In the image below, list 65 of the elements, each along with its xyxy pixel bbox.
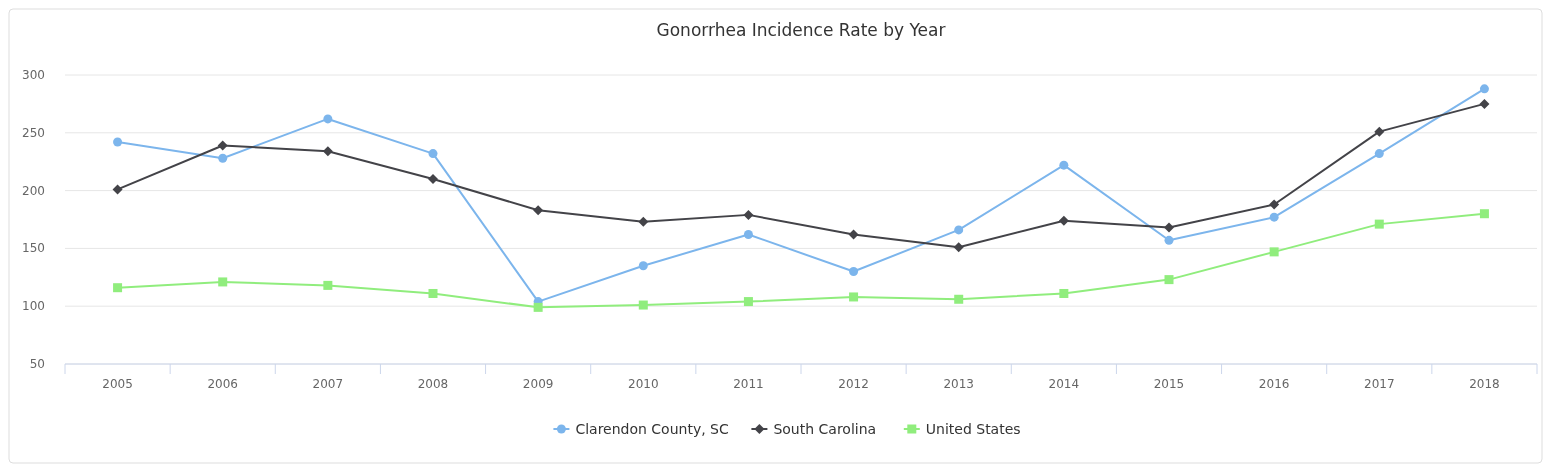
point	[848, 229, 859, 240]
point	[743, 297, 753, 307]
x-tick-label: 2010	[628, 377, 659, 391]
point	[1269, 199, 1280, 210]
point	[1374, 126, 1385, 137]
x-tick-label: 2007	[312, 377, 344, 391]
x-tick-label: 2015	[1153, 377, 1185, 391]
point	[217, 140, 228, 151]
chart-title: Gonorrhea Incidence Rate by Year	[656, 20, 946, 40]
point	[323, 114, 333, 124]
point	[849, 292, 859, 302]
y-tick-label: 200	[22, 183, 45, 198]
point	[1479, 84, 1489, 94]
x-tick-label: 2016	[1258, 377, 1290, 391]
x-tick-label: 2005	[102, 377, 133, 391]
point	[954, 294, 964, 304]
x-tick-label: 2011	[733, 377, 764, 391]
point	[1164, 275, 1174, 285]
point	[1059, 288, 1069, 298]
point	[953, 242, 964, 253]
point	[322, 146, 333, 157]
point	[218, 153, 228, 163]
x-tick-label: 2018	[1469, 377, 1500, 391]
point	[428, 288, 438, 298]
point	[113, 283, 123, 293]
legend-label: South Carolina	[773, 421, 877, 437]
x-tick-label: 2013	[943, 377, 974, 391]
y-tick-label: 250	[22, 125, 45, 140]
point	[218, 277, 228, 287]
point	[743, 209, 754, 220]
point	[638, 216, 649, 227]
point	[1269, 212, 1279, 222]
point	[533, 205, 544, 216]
point	[743, 230, 753, 240]
x-tick-label: 2009	[522, 377, 554, 391]
point	[638, 261, 648, 271]
y-tick-label: 150	[22, 241, 45, 256]
point	[1164, 222, 1174, 233]
point	[1164, 235, 1174, 245]
point	[1374, 149, 1384, 159]
x-tick-label: 2008	[417, 377, 449, 391]
point	[1058, 215, 1069, 226]
point	[1479, 209, 1489, 219]
x-tick-label: 2017	[1364, 377, 1395, 391]
point	[428, 149, 438, 159]
point	[323, 280, 333, 290]
point	[113, 137, 123, 147]
x-tick-label: 2012	[838, 377, 869, 391]
point	[849, 267, 859, 277]
point	[1059, 160, 1069, 170]
y-tick-label: 300	[22, 68, 45, 82]
point	[954, 225, 964, 235]
point	[112, 184, 123, 195]
x-tick-label: 2014	[1048, 377, 1080, 391]
point	[533, 302, 543, 312]
point	[638, 300, 648, 310]
y-tick-label: 50	[29, 357, 45, 371]
point	[428, 174, 438, 185]
point	[1374, 219, 1384, 229]
legend-label: Clarendon County, SC	[575, 421, 729, 437]
point	[1269, 247, 1279, 257]
x-tick-label: 2006	[207, 377, 238, 391]
y-tick-label: 100	[22, 299, 45, 314]
legend-label: United States	[925, 421, 1021, 437]
point	[1479, 98, 1490, 109]
